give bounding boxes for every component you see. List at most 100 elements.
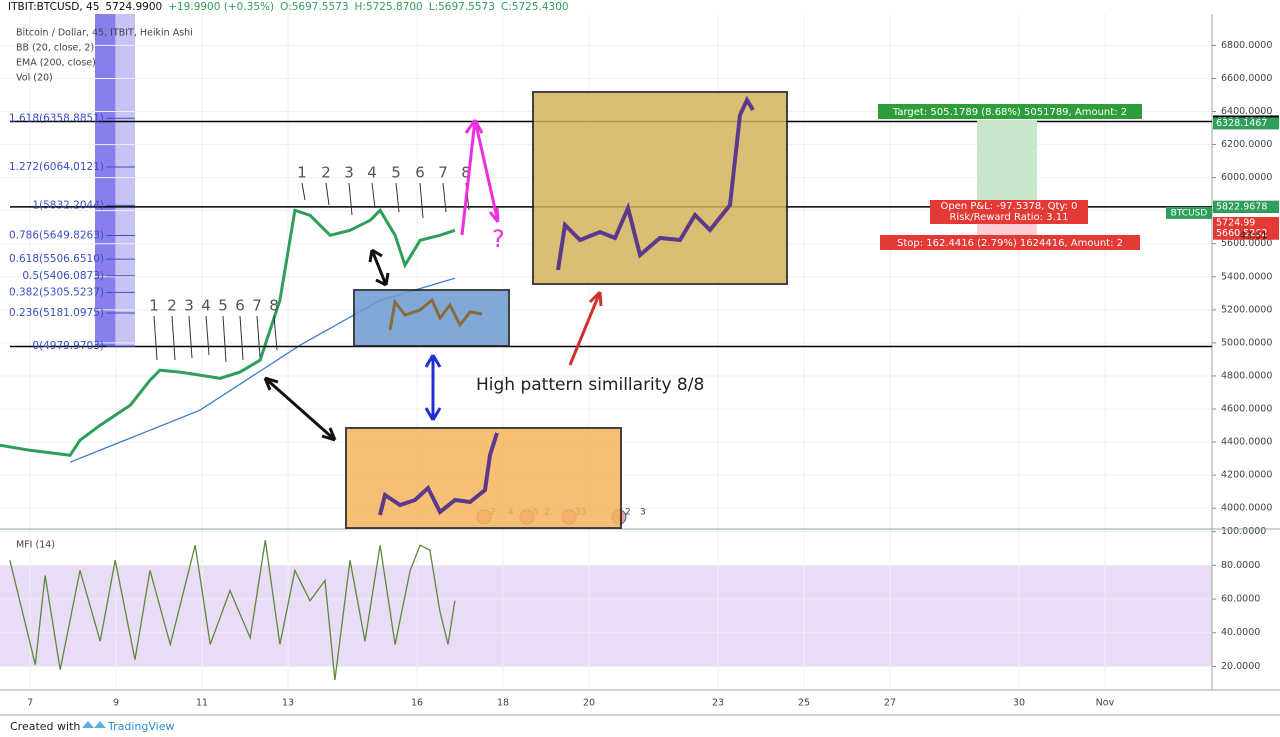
- highlight-band: [95, 14, 117, 347]
- y-tick-label: 80.0000: [1221, 560, 1260, 571]
- y-tick-label: 6600.0000: [1221, 73, 1272, 84]
- legend-entry: Bitcoin / Dollar, 45, ITBIT, Heikin Ashi: [16, 28, 193, 39]
- pattern-copy: [556, 95, 755, 271]
- fib-label: 0(4979.9703): [32, 340, 104, 352]
- pane-title: MFI (14): [16, 540, 55, 551]
- wave-label: 3: [344, 164, 354, 182]
- pnl-label: Open P&L: -97.5378, Qty: 0: [940, 201, 1077, 212]
- wave-pointer: [301, 182, 306, 201]
- wave-pointer: [171, 315, 176, 361]
- legend-entry: Vol (20): [16, 73, 53, 84]
- fib-label: 0.618(5506.6510): [9, 253, 104, 265]
- y-tick-label: 40.0000: [1221, 627, 1260, 638]
- ohlc-close: C:5725.4300: [501, 1, 569, 13]
- x-tick-label: 7: [27, 698, 33, 709]
- x-tick-label: 13: [282, 698, 294, 709]
- x-tick-label: 23: [712, 698, 724, 709]
- wave-pointer: [395, 182, 400, 213]
- plot-layer: 4000.0000 4200.0000 4400.0000 4600.0000 4800…: [0, 14, 1280, 716]
- rr-label: Risk/Reward Ratio: 3.11: [949, 212, 1068, 223]
- fib-label: 0.236(5181.0975): [9, 307, 104, 319]
- ticker-tag-box: [1166, 206, 1212, 219]
- fib-label: 0.786(5649.8263): [9, 229, 104, 241]
- price-marker-label: 5660.5262: [1216, 228, 1267, 239]
- wave-label: 6: [235, 297, 245, 315]
- wave-pointer: [153, 315, 158, 361]
- wave-pointer: [419, 182, 424, 219]
- x-tick-label: 9: [113, 698, 119, 709]
- price-marker: [1213, 200, 1279, 213]
- y-tick-label: 6400.0000: [1221, 106, 1272, 117]
- symbol: ITBIT:BTCUSD, 45: [8, 1, 99, 13]
- event-count: 3: [640, 508, 646, 518]
- wave-label: 5: [218, 297, 228, 315]
- fib-label: 0.382(5305.5237): [9, 286, 104, 298]
- series-line: [9, 540, 456, 680]
- wave-label: 2: [321, 164, 331, 182]
- y-tick-label: 5400.0000: [1221, 271, 1272, 282]
- ohlc-open: O:5697.5573: [280, 1, 348, 13]
- series-line: [0, 207, 456, 457]
- x-tick-label: 27: [884, 698, 896, 709]
- wave-label: 1: [149, 297, 159, 315]
- mfi-band: [0, 565, 1212, 667]
- wave-pointer: [371, 182, 376, 209]
- y-tick-label: 20.0000: [1221, 661, 1260, 672]
- x-tick-label: 30: [1013, 698, 1025, 709]
- wave-pointer: [205, 315, 210, 356]
- wave-pointer: [442, 182, 447, 213]
- arrows: [263, 119, 603, 442]
- legend-entry: EMA (200, close): [16, 58, 96, 69]
- fib-label: 1.618(6358.8851): [9, 112, 104, 124]
- price-marker: [1213, 117, 1279, 130]
- y-tick-label: 4000.0000: [1221, 503, 1272, 514]
- y-tick-label: 4600.0000: [1221, 404, 1272, 415]
- target-zone: [977, 120, 1037, 205]
- arrow: [263, 376, 337, 442]
- pattern-box: [532, 91, 788, 285]
- wave-pointer: [222, 315, 227, 363]
- arrow: [424, 354, 442, 421]
- legend-entry: BB (20, close, 2): [16, 43, 94, 54]
- pattern-copy: [388, 297, 483, 331]
- x-tick-label: 25: [798, 698, 810, 709]
- fib-label: 1.272(6064.0121): [9, 161, 104, 173]
- wave-label: 5: [391, 164, 401, 182]
- wave-pointer: [188, 315, 193, 359]
- y-tick-label: 4200.0000: [1221, 470, 1272, 481]
- y-tick-label: 5200.0000: [1221, 304, 1272, 315]
- stop-label: Stop: 162.4416 (2.79%) 1624416, Amount: …: [897, 238, 1123, 249]
- ohlc-high: H:5725.8700: [355, 1, 423, 13]
- last-price: 5724.9900: [105, 1, 162, 13]
- fib-label: 0.5(5406.0873): [22, 270, 104, 282]
- wave-label: 1: [297, 164, 307, 182]
- wave-label: 6: [415, 164, 425, 182]
- countdown: 43:51: [1240, 230, 1267, 241]
- wave-pointer: [348, 182, 353, 216]
- wave-pointer: [325, 182, 330, 206]
- price-marker: [1213, 217, 1279, 230]
- change: +19.9900 (+0.35%): [168, 1, 274, 13]
- x-tick-label: 16: [411, 698, 423, 709]
- arrow: [460, 119, 500, 236]
- wave-pointer: [239, 315, 244, 361]
- y-tick-label: 6000.0000: [1221, 172, 1272, 183]
- x-tick-label: 11: [196, 698, 208, 709]
- wave-label: 3: [184, 297, 194, 315]
- ticker-tag: BTCUSD: [1171, 208, 1208, 218]
- wave-pointer: [256, 315, 261, 358]
- y-tick-label: 5000.0000: [1221, 337, 1272, 348]
- logo: [82, 721, 106, 728]
- y-tick-label: 100.0000: [1221, 526, 1266, 537]
- fib-label: 1(5832.2044): [32, 199, 104, 211]
- pattern-copy: [378, 432, 499, 516]
- y-tick-label: 6200.0000: [1221, 139, 1272, 150]
- wave-label: 4: [367, 164, 377, 182]
- y-tick-label: 6800.0000: [1221, 40, 1272, 51]
- footer-brand: TradingView: [107, 720, 174, 733]
- wave-label: 8: [461, 164, 471, 182]
- y-tick-label: 4800.0000: [1221, 370, 1272, 381]
- price-marker-label: 5822.9678: [1216, 201, 1267, 212]
- annotation: High pattern simillarity 8/8: [476, 375, 704, 395]
